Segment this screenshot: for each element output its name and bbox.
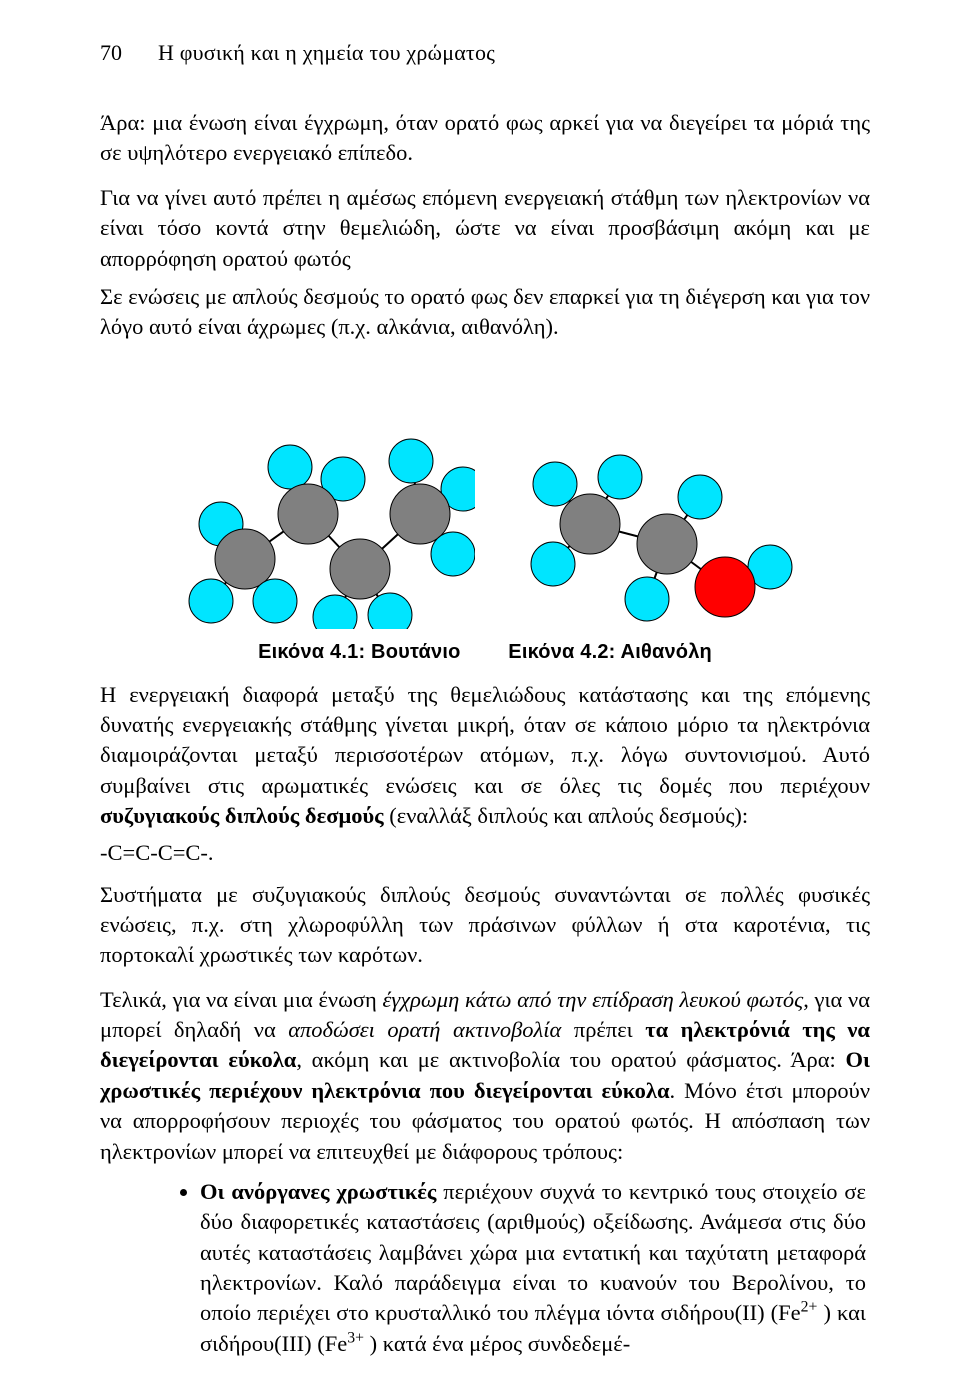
figure-row	[100, 369, 870, 629]
paragraph-4-text-a: Η ενεργειακή διαφορά μεταξύ της θεμελιώδ…	[100, 682, 870, 798]
paragraph-2: Για να γίνει αυτό πρέπει η αμέσως επόμεν…	[100, 183, 870, 274]
formula: -C=C-C=C-.	[100, 840, 870, 866]
paragraph-1: Άρα: μια ένωση είναι έγχρωμη, όταν ορατό…	[100, 108, 870, 169]
figure-ethanol	[495, 369, 795, 629]
p6-ital1: έγχρωμη κάτω από την επίδραση λευκού φωτ…	[382, 987, 803, 1012]
sup-2: 3+	[347, 1329, 364, 1346]
page: 70 Η φυσική και η χημεία του χρώματος Άρ…	[0, 0, 960, 1399]
paragraph-5: Συστήματα με συζυγιακούς διπλούς δεσμούς…	[100, 880, 870, 971]
p6-ital2: αποδώσει ορατή ακτινοβολία	[288, 1017, 561, 1042]
paragraph-6: Τελικά, για να είναι μια ένωση έγχρωμη κ…	[100, 985, 870, 1167]
p6-a: Τελικά, για να είναι μια ένωση	[100, 987, 382, 1012]
bullet-1-text-3: ) κατά ένα μέρος συνδεδεμέ-	[364, 1331, 630, 1356]
p6-d: , ακόμη και με ακτινοβολία του ορατού φά…	[296, 1047, 845, 1072]
bullet-list: Οι ανόργανες χρωστικές περιέχουν συχνά τ…	[100, 1177, 870, 1359]
paragraph-3: Σε ενώσεις με απλούς δεσμούς το ορατό φω…	[100, 282, 870, 343]
paragraph-4: Η ενεργειακή διαφορά μεταξύ της θεμελιώδ…	[100, 680, 870, 832]
paragraph-4-text-b: (εναλλάξ διπλούς και απλούς δεσμούς):	[384, 803, 749, 828]
figure-butane	[175, 369, 475, 629]
paragraph-4-bold: συζυγιακούς διπλούς δεσμούς	[100, 803, 384, 828]
p6-c: πρέπει	[561, 1017, 645, 1042]
bullet-item-1: Οι ανόργανες χρωστικές περιέχουν συχνά τ…	[200, 1177, 870, 1359]
page-header: 70 Η φυσική και η χημεία του χρώματος	[100, 40, 870, 66]
chapter-title: Η φυσική και η χημεία του χρώματος	[158, 40, 495, 66]
caption-1: Εικόνα 4.1: Βουτάνιο	[258, 641, 460, 664]
sup-1: 2+	[801, 1299, 818, 1316]
page-number: 70	[100, 40, 122, 66]
figure-captions: Εικόνα 4.1: Βουτάνιο Εικόνα 4.2: Αιθανόλ…	[100, 641, 870, 664]
bullet-1-bold: Οι ανόργανες χρωστικές	[200, 1179, 436, 1204]
caption-2: Εικόνα 4.2: Αιθανόλη	[508, 641, 712, 664]
